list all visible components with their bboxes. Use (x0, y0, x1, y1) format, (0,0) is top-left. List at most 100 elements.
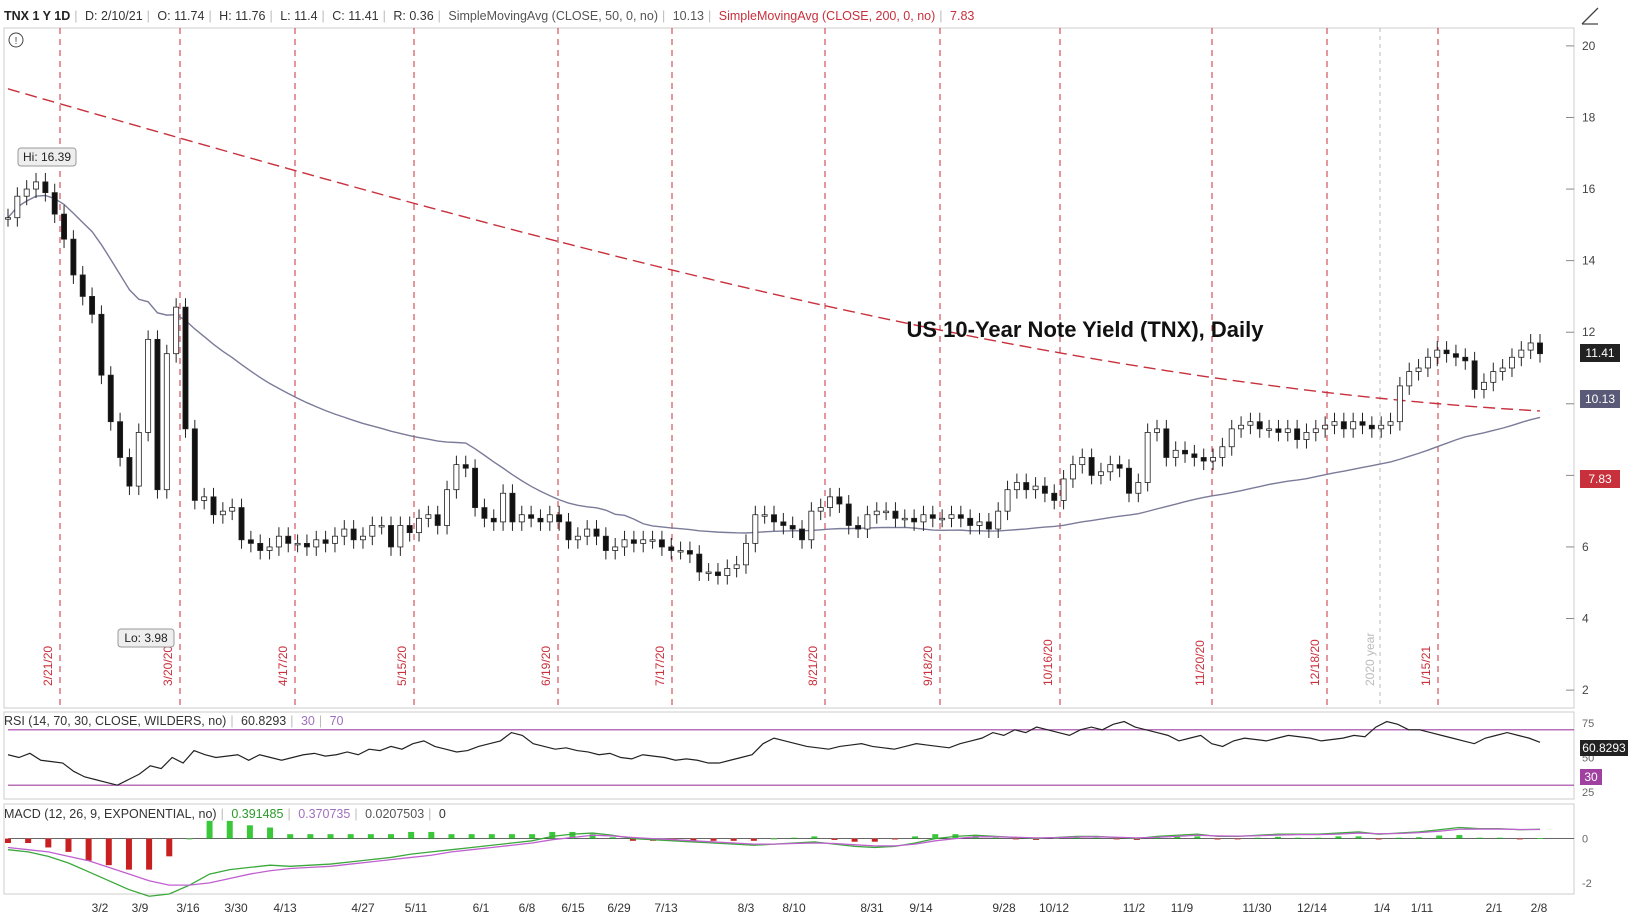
candle-body (911, 517, 918, 523)
sma50-flag: 10.13 (1580, 390, 1620, 408)
macd-histogram-bar (65, 838, 72, 852)
candle-body (1172, 449, 1179, 458)
candle-body (1219, 446, 1226, 458)
candle-body (808, 510, 815, 541)
candle-body (1247, 421, 1254, 426)
candle-body (275, 535, 282, 548)
rsi-label[interactable]: RSI (14, 70, 30, CLOSE, WILDERS, no) (4, 714, 227, 728)
sma50-label[interactable]: SimpleMovingAvg (CLOSE, 50, 0, no) (448, 9, 658, 23)
candle-body (509, 492, 516, 523)
macd-diff: 0.0207503 (365, 807, 425, 821)
candle-body (350, 528, 357, 541)
macd-histogram-bar (1254, 837, 1261, 839)
rsi-band-flag: 30 (1580, 769, 1602, 785)
date-label: D: 2/10/21 (84, 9, 143, 23)
candle-body (1509, 356, 1515, 369)
candle-body (957, 514, 964, 519)
candle-body (929, 514, 936, 519)
macd-histogram-bar (1516, 838, 1523, 840)
candle-body (864, 514, 871, 530)
candle-body (1424, 356, 1431, 369)
macd-histogram-bar (287, 834, 294, 839)
drawing-tool-icon[interactable] (1581, 7, 1599, 25)
macd-histogram-bar (1113, 838, 1120, 840)
event-date-label: 4/17/20 (276, 646, 290, 686)
candle-body (817, 507, 824, 512)
event-date-label: 12/18/20 (1308, 639, 1322, 686)
macd-histogram-bar (710, 838, 717, 841)
candle-body (1480, 381, 1487, 390)
macd-histogram-bar (831, 838, 838, 840)
x-axis-date-label: 2/1 (1486, 901, 1503, 915)
macd-histogram-bar (1214, 838, 1221, 840)
candle-body (322, 539, 329, 544)
candle-body (229, 507, 236, 512)
candle-body (658, 539, 665, 548)
candle-body (145, 338, 152, 433)
sma200-label[interactable]: SimpleMovingAvg (CLOSE, 200, 0, no) (718, 9, 936, 23)
macd-histogram-bar (45, 838, 52, 848)
macd-histogram-bar (347, 834, 354, 839)
candle-body (761, 514, 768, 517)
candle-body (388, 525, 394, 548)
candle-body (369, 525, 376, 537)
candle-body (1238, 424, 1245, 430)
candle-body (602, 535, 609, 551)
candle-body (1462, 356, 1469, 362)
candle-body (855, 525, 862, 530)
price-y-tick-label: 14 (1582, 254, 1596, 268)
macd-histogram-bar (1355, 836, 1362, 839)
x-axis-date-label: 4/13 (273, 901, 297, 915)
candle-body (1210, 457, 1217, 462)
macd-panel-frame (3, 803, 1575, 895)
candle-body (1116, 464, 1123, 469)
sma200-flag: 7.83 (1580, 470, 1620, 488)
price-y-tick-label: 16 (1582, 182, 1596, 196)
candle-body (1359, 421, 1366, 426)
candle-body (135, 432, 142, 487)
candle-body (799, 528, 805, 541)
macd-histogram-bar (468, 834, 475, 839)
macd-signal-line (7, 828, 1540, 886)
chart-title: US 10-Year Note Yield (TNX), Daily (906, 317, 1264, 342)
macd-histogram-bar (1496, 837, 1503, 839)
macd-histogram-bar (448, 834, 455, 839)
macd-histogram-bar (609, 837, 616, 839)
macd-histogram-bar (307, 834, 314, 839)
candle-body (360, 535, 366, 541)
candle-body (1471, 360, 1478, 390)
x-axis-date-label: 8/31 (860, 901, 884, 915)
candle-body (33, 181, 39, 190)
info-icon[interactable] (8, 32, 24, 48)
macd-histogram-bar (1375, 838, 1382, 840)
macd-label[interactable]: MACD (12, 26, 9, EXPONENTIAL, no) (4, 807, 217, 821)
svg-text:Hi: 16.39: Hi: 16.39 (23, 150, 71, 164)
candle-body (1387, 421, 1394, 426)
rsi-value: 60.8293 (241, 714, 287, 728)
candle-body (14, 195, 21, 219)
candle-body (1434, 349, 1441, 358)
low-label: L: 11.4 (280, 9, 318, 23)
candle-body (1144, 432, 1151, 483)
svg-text:30: 30 (1584, 770, 1598, 784)
candle-body (584, 528, 591, 537)
candle-body (845, 503, 852, 526)
x-axis-date-label: 9/14 (909, 901, 933, 915)
event-date-label: 2/21/20 (41, 646, 55, 686)
candle-body (1051, 492, 1058, 501)
symbol-label[interactable]: TNX 1 Y 1D (4, 9, 71, 23)
macd-histogram-bar (1012, 838, 1019, 840)
candle-body (630, 539, 637, 544)
macd-histogram-bar (912, 836, 919, 839)
candle-body (873, 510, 880, 516)
macd-histogram-bar (388, 834, 394, 839)
macd-histogram-bar (508, 834, 515, 839)
macd-histogram-bar (1073, 837, 1080, 839)
x-axis-date-label: 11/2 (1123, 901, 1146, 915)
event-date-label: 1/15/21 (1419, 646, 1433, 686)
candle-body (976, 521, 983, 526)
candle-body (714, 571, 721, 576)
candle-body (1097, 471, 1104, 476)
candle-body (537, 517, 544, 523)
